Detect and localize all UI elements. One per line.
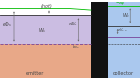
Text: $-e\varphi$: $-e\varphi$ <box>115 0 125 7</box>
Text: $eV_{c,a}$: $eV_{c,a}$ <box>117 27 127 34</box>
Text: $bv_a$: $bv_a$ <box>72 43 79 51</box>
Polygon shape <box>0 44 91 78</box>
Text: (hot): (hot) <box>40 4 52 9</box>
Polygon shape <box>0 2 91 15</box>
Text: emitter: emitter <box>26 71 44 76</box>
Text: $e\Phi_s$: $e\Phi_s$ <box>2 20 13 29</box>
Text: collector: collector <box>113 71 134 76</box>
Polygon shape <box>0 2 140 78</box>
Polygon shape <box>91 2 108 78</box>
Polygon shape <box>108 2 140 78</box>
Text: $e\Delta V_s$: $e\Delta V_s$ <box>68 21 78 28</box>
Text: $W_c$: $W_c$ <box>122 11 130 20</box>
Polygon shape <box>0 2 91 44</box>
Text: $W_s$: $W_s$ <box>38 26 46 35</box>
